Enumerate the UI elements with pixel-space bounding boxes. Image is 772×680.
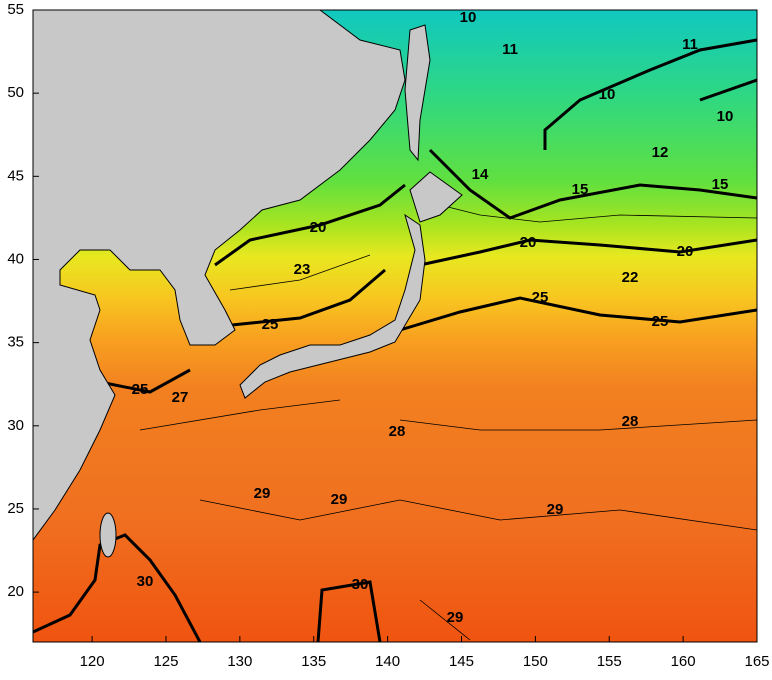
honshu — [239, 213, 426, 399]
y-tick-label: 30 — [7, 417, 24, 434]
x-tick-label: 135 — [301, 653, 326, 670]
contour-label: 11 — [682, 36, 698, 53]
asia — [33, 10, 406, 541]
contour-label: 25 — [262, 316, 279, 333]
contour-label: 27 — [172, 389, 189, 406]
contour-label: 10 — [599, 86, 616, 103]
contour-label: 29 — [254, 485, 271, 502]
contour-label: 25 — [652, 313, 669, 330]
contour-label: 10 — [717, 108, 734, 125]
contour-label: 30 — [352, 576, 369, 593]
x-tick-label: 165 — [744, 653, 769, 670]
x-tick-label: 140 — [375, 653, 400, 670]
contour-label: 29 — [547, 501, 564, 518]
contour-20 — [214, 183, 406, 267]
contour-label: 15 — [572, 181, 589, 198]
contour-label: 28 — [389, 423, 406, 440]
contour-25 — [99, 368, 191, 394]
x-tick-label: 145 — [449, 653, 474, 670]
contour-25 — [399, 296, 757, 332]
contour-label: 23 — [294, 261, 311, 278]
contour-label: 22 — [622, 269, 639, 286]
contour-label: 10 — [460, 9, 477, 26]
contour-label: 14 — [472, 166, 489, 183]
map-area — [33, 10, 757, 642]
y-tick-label: 55 — [7, 1, 24, 18]
contour-label: 20 — [677, 243, 694, 260]
contour-10 — [699, 78, 757, 102]
x-tick-label: 160 — [671, 653, 696, 670]
contour-20 — [419, 238, 757, 267]
contour-label: 20 — [520, 234, 537, 251]
contour-label: 25 — [132, 381, 149, 398]
contour-label: 11 — [502, 41, 518, 58]
contour-label: 15 — [712, 176, 729, 193]
y-tick-label: 25 — [7, 500, 24, 517]
contour-label: 30 — [137, 573, 154, 590]
contour-25 — [231, 268, 386, 327]
x-tick-label: 125 — [153, 653, 178, 670]
y-tick-label: 45 — [7, 167, 24, 184]
minor-contours — [139, 199, 757, 641]
x-tick-label: 155 — [597, 653, 622, 670]
sakhalin — [404, 24, 431, 162]
contour-label: 20 — [310, 219, 327, 236]
contour-10 — [543, 38, 757, 150]
hokkaido — [409, 171, 463, 223]
x-tick-label: 120 — [80, 653, 105, 670]
y-tick-label: 20 — [7, 583, 24, 600]
x-tick-label: 150 — [523, 653, 548, 670]
major-contours — [33, 38, 757, 642]
contour-30 — [316, 580, 382, 642]
land — [33, 10, 463, 558]
contour-label: 29 — [447, 609, 464, 626]
y-tick-label: 50 — [7, 84, 24, 101]
frame — [32, 9, 758, 643]
contour-label: 29 — [331, 491, 348, 508]
x-tick-label: 130 — [227, 653, 252, 670]
taiwan — [99, 512, 117, 558]
contour-15 — [428, 148, 757, 220]
contour-label: 12 — [652, 144, 669, 161]
y-tick-label: 40 — [7, 250, 24, 267]
contour-label: 25 — [532, 289, 549, 306]
contour-label: 28 — [622, 413, 639, 430]
y-tick-label: 35 — [7, 334, 24, 351]
